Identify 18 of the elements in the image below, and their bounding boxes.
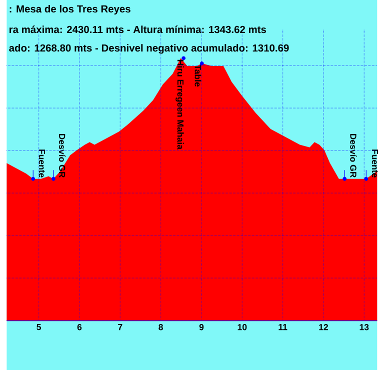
chart-subtitle: ra máxima: 2430.11 mts - Altura mínima: 1343.62 mts	[10, 25, 266, 33]
chart-title: : Mesa de los Tres Reyes	[10, 4, 130, 14]
text: ado: 1268.80 mts - Desnivel negativo acumulado: 1310.69	[9, 44, 289, 54]
x-tick-label: 6	[77, 324, 82, 330]
annotation: Fuente	[372, 149, 378, 178]
annotation: Table	[194, 64, 202, 86]
x-tick-label: 5	[36, 324, 42, 330]
annotation: Fuente	[38, 149, 45, 178]
x-tick-label: 13	[360, 324, 369, 330]
x-tick-label: 11	[278, 324, 288, 330]
annotation: Desvío GR	[350, 134, 357, 178]
x-tick-label: 7	[118, 324, 122, 330]
annotation: Hiru Erregeen Mahaia	[176, 60, 184, 150]
annotation: Desvío GR	[58, 134, 66, 178]
x-tick-label: 10	[238, 324, 247, 330]
x-tick-label: 9	[199, 324, 204, 330]
x-tick-label: 8	[158, 324, 163, 330]
x-tick-label: 12	[319, 324, 328, 330]
